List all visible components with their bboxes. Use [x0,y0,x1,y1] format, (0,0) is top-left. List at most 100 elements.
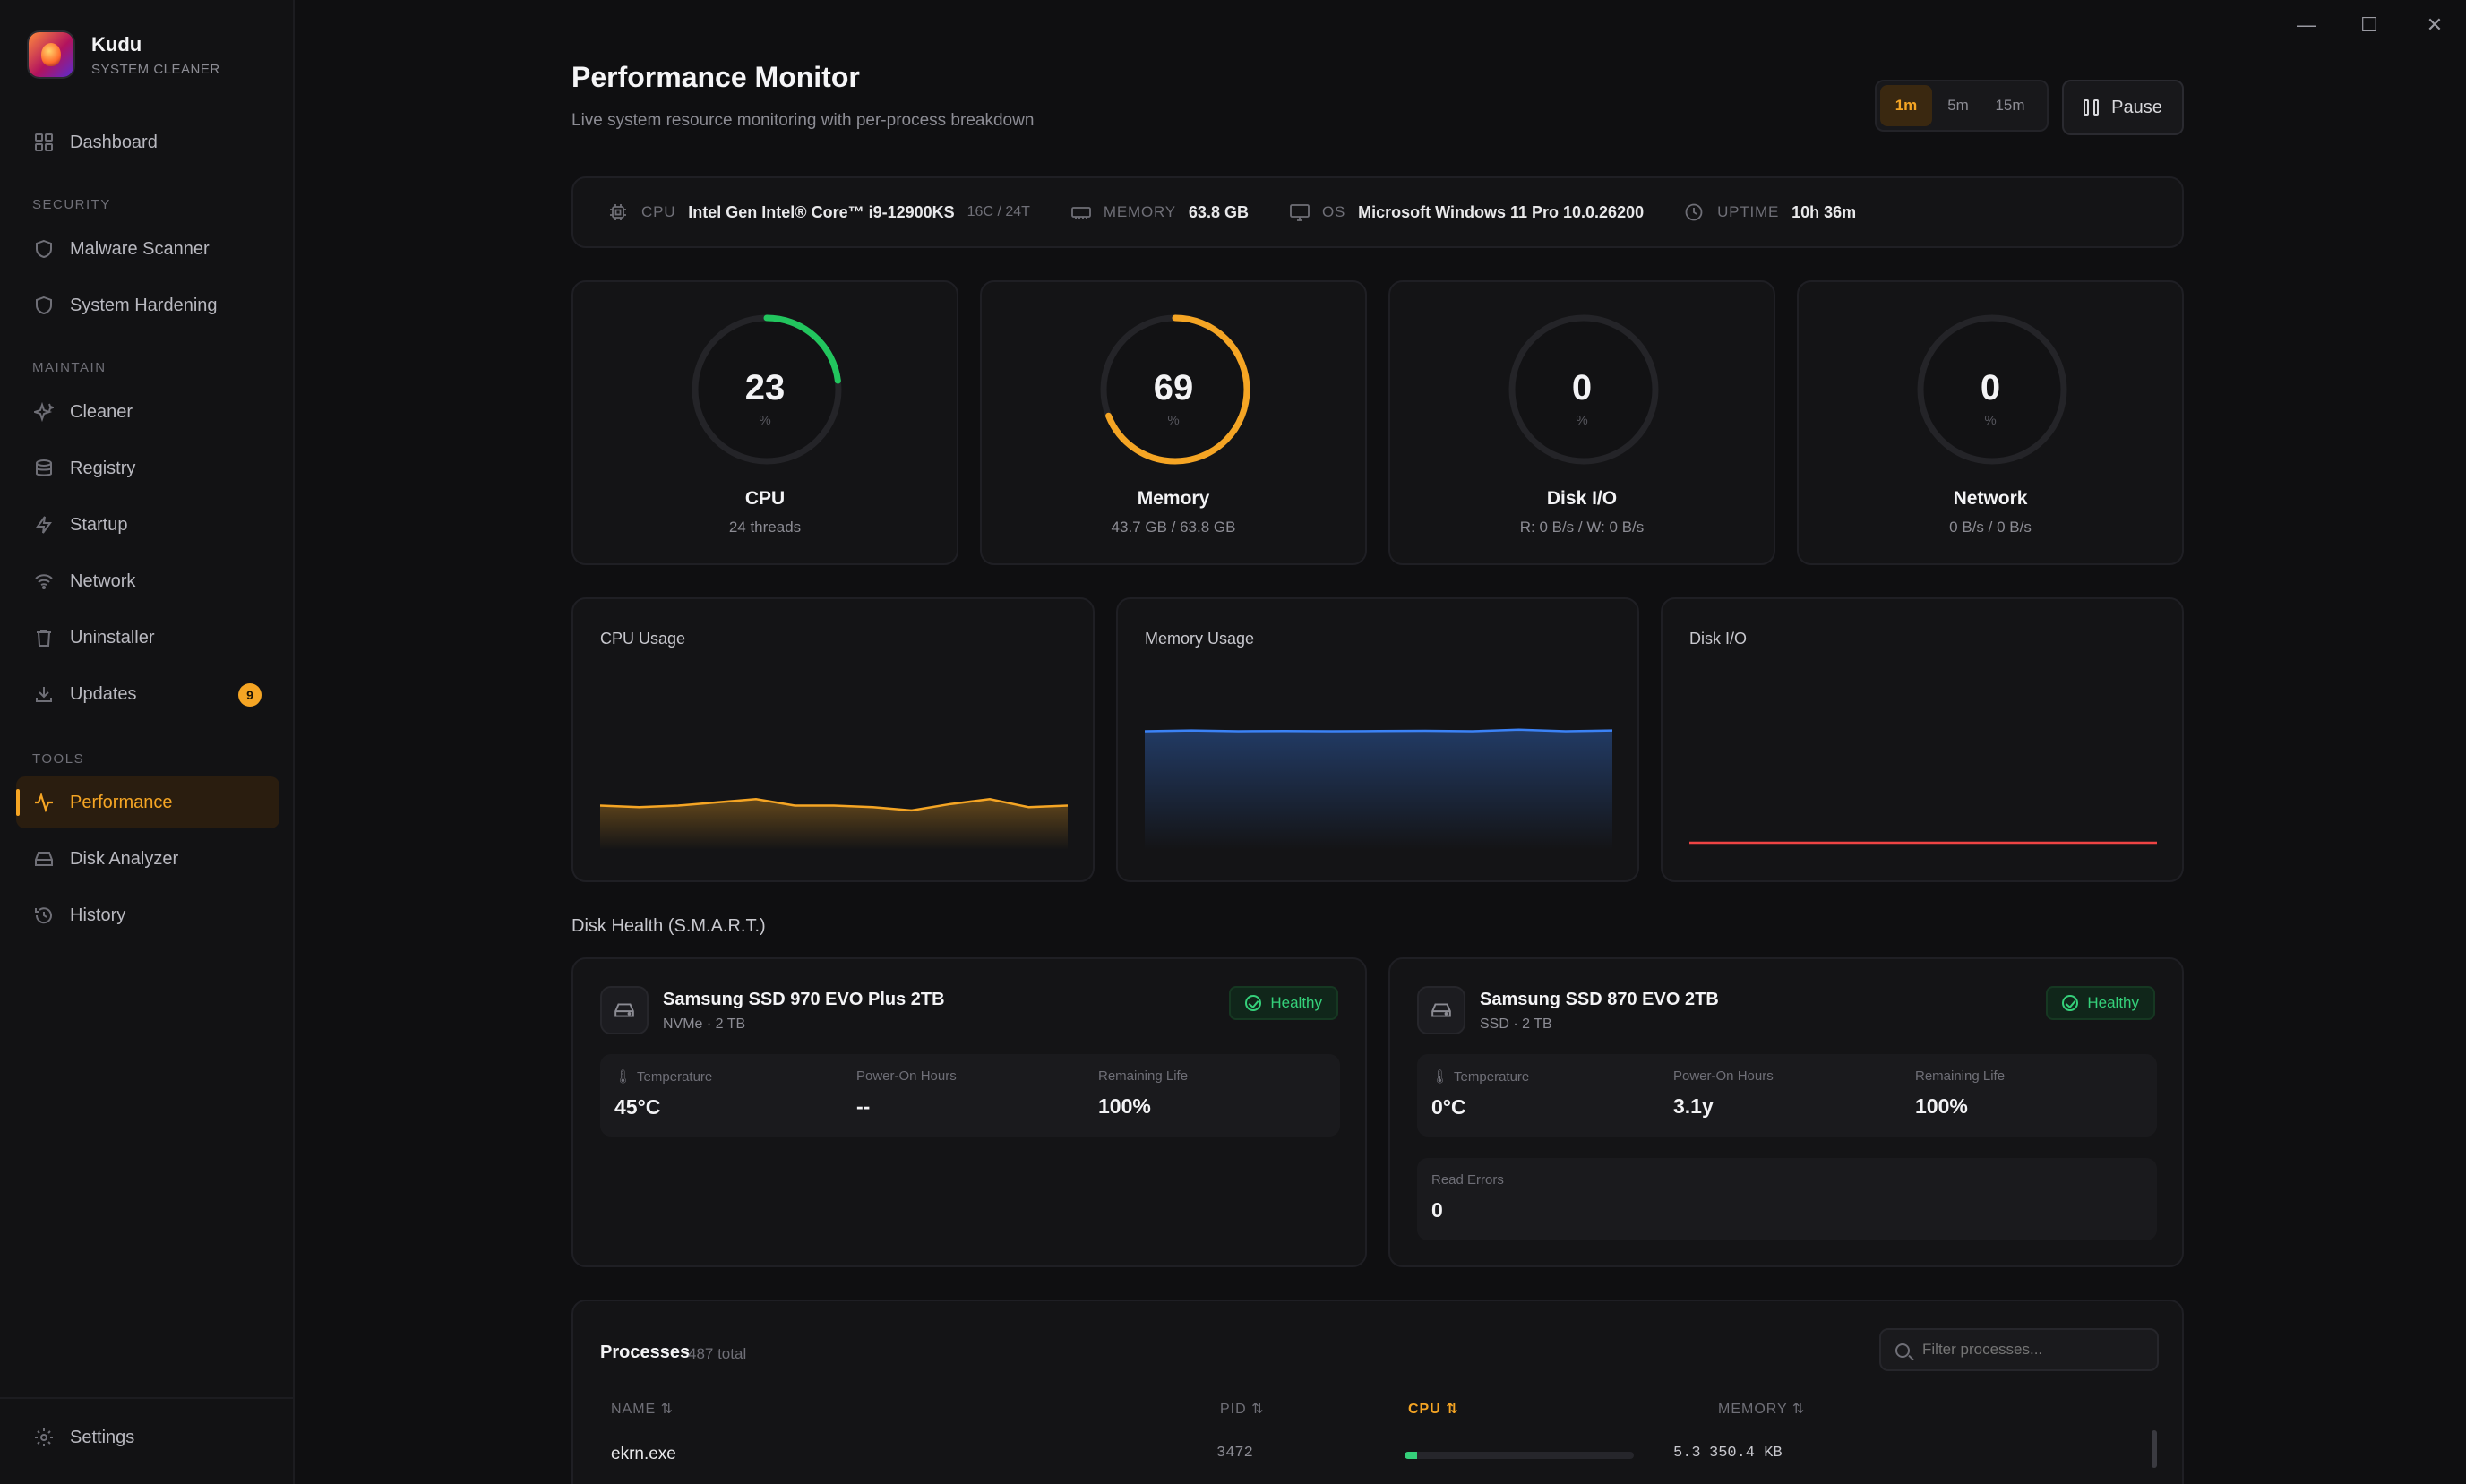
hard-drive-icon [1417,986,1465,1034]
sidebar-item-label: Cleaner [70,401,133,422]
disk-type: NVMe · 2 TB [663,1016,746,1032]
disk-io-gauge [1508,314,1659,465]
sidebar-item-label: History [70,905,126,925]
updates-count-badge: 9 [238,683,262,707]
pause-label: Pause [2111,97,2162,117]
page-title: Performance Monitor [571,61,860,93]
network-gauge [1917,314,2067,465]
system-info-bar: CPU Intel Gen Intel® Core™ i9-12900KS 16… [571,176,2184,248]
close-button[interactable]: ✕ [2426,13,2444,36]
brand: Kudu SYSTEM CLEANER [29,32,220,77]
sidebar-item-system-hardening[interactable]: System Hardening [16,279,279,331]
sidebar-item-history[interactable]: History [16,889,279,941]
disk-io-chart-card: Disk I/O [1661,597,2184,882]
database-icon [32,457,56,480]
thermometer-icon: 🌡 [1431,1069,1449,1085]
range-1m-button[interactable]: 1m [1880,85,1932,126]
download-icon [32,682,56,706]
sidebar-item-dashboard[interactable]: Dashboard [16,116,279,168]
temperature-metric: 🌡 Temperature 0°C [1431,1068,1530,1119]
sidebar-item-malware-scanner[interactable]: Malware Scanner [16,223,279,275]
disk-card: Samsung SSD 970 EVO Plus 2TB NVMe · 2 TB… [571,957,1367,1267]
memory-gauge-card: 69 % Memory 43.7 GB / 63.8 GB [980,280,1367,565]
system-memory: MEMORY 63.8 GB [1071,202,1249,222]
shield-icon [32,237,56,261]
hard-drive-icon [600,986,649,1034]
network-gauge-card: 0 % Network 0 B/s / 0 B/s [1797,280,2184,565]
app-name: Kudu [91,32,142,56]
processes-count: 487 total [688,1345,747,1362]
system-cpu: CPU Intel Gen Intel® Core™ i9-12900KS 16… [609,202,1030,222]
column-header-pid[interactable]: PID ⇅ [1220,1402,1265,1417]
remaining-life-metric: Remaining Life 100% [1098,1068,1189,1118]
pause-icon [2084,99,2100,116]
memory-gauge-detail: 43.7 GB / 63.8 GB [1111,519,1236,536]
process-pid: 3472 [1216,1445,1253,1462]
disk-io-gauge-label: Disk I/O [1546,488,1618,509]
activity-icon [32,791,56,814]
scrollbar[interactable] [2152,1430,2157,1468]
cpu-gauge [692,314,842,465]
grid-icon [32,131,56,154]
sidebar-item-label: Performance [70,792,173,812]
column-header-memory[interactable]: MEMORY ⇅ [1718,1402,1806,1417]
sidebar-item-label: Disk Analyzer [70,848,179,869]
check-circle-icon [2062,995,2079,1011]
process-name: ekrn.exe [611,1445,676,1463]
maximize-button[interactable]: ☐ [2360,13,2378,36]
sidebar: Kudu SYSTEM CLEANER Dashboard SECURITY M… [0,0,295,1484]
column-header-name[interactable]: NAME ⇅ [611,1402,674,1417]
pause-button[interactable]: Pause [2062,80,2184,135]
disk-card: Samsung SSD 870 EVO 2TB SSD · 2 TB Healt… [1388,957,2184,1267]
chip-icon [609,202,629,222]
system-os: OS Microsoft Windows 11 Pro 10.0.26200 [1290,202,1644,222]
sidebar-item-startup[interactable]: Startup [16,499,279,551]
disk-io-gauge-value: 0 [1571,368,1593,407]
hard-drive-icon [32,847,56,871]
remaining-life-metric: Remaining Life 100% [1915,1068,2006,1118]
disk-metrics: 🌡 Temperature 45°C Power-On Hours -- Rema… [600,1054,1340,1137]
memory-gauge-label: Memory [1137,488,1210,509]
series-line [600,798,1068,812]
thermometer-icon: 🌡 [614,1069,632,1085]
sidebar-item-cleaner[interactable]: Cleaner [16,386,279,438]
sidebar-item-disk-analyzer[interactable]: Disk Analyzer [16,833,279,885]
sidebar-item-network[interactable]: Network [16,555,279,607]
clock-icon [1685,202,1705,222]
series-area [600,799,1068,850]
sidebar-item-updates[interactable]: Updates 9 [16,668,279,720]
range-5m-button[interactable]: 5m [1947,97,1969,114]
page-subtitle: Live system resource monitoring with per… [571,111,1035,130]
filter-processes-input[interactable] [1879,1328,2159,1371]
monitor-icon [1290,202,1310,222]
gauge-arc [1100,314,1250,465]
sidebar-item-label: Network [70,570,136,591]
sidebar-item-registry[interactable]: Registry [16,442,279,494]
cpu-usage-bar [1405,1452,1634,1459]
sidebar-item-settings[interactable]: Settings [16,1411,279,1463]
sidebar-item-label: Settings [70,1427,135,1447]
sidebar-item-uninstaller[interactable]: Uninstaller [16,612,279,664]
sidebar-item-label: Startup [70,514,128,535]
disk-health-title: Disk Health (S.M.A.R.T.) [571,916,766,936]
range-15m-button[interactable]: 15m [1995,97,2025,114]
power-on-hours-metric: Power-On Hours -- [856,1068,957,1118]
section-tools: TOOLS [32,751,85,767]
sidebar-item-label: Registry [70,458,136,478]
column-header-cpu[interactable]: CPU ⇅ [1408,1402,1459,1417]
processes-panel: Processes 487 total NAME ⇅ PID ⇅ CPU ⇅ M… [571,1300,2184,1484]
cpu-gauge-detail: 24 threads [728,519,802,536]
minimize-button[interactable]: — [2297,13,2316,36]
disk-io-chart [1689,841,2157,845]
network-gauge-value: 0 [1980,368,2001,407]
sidebar-item-label: Uninstaller [70,627,155,648]
disk-metrics: 🌡 Temperature 0°C Power-On Hours 3.1y Rem… [1417,1054,2157,1137]
process-memory: 350.4 KB [1709,1445,1783,1462]
sidebar-footer [0,1397,295,1399]
wifi-icon [32,570,56,593]
temperature-metric: 🌡 Temperature 45°C [614,1068,713,1119]
sidebar-item-performance[interactable]: Performance [16,776,279,828]
memory-icon [1071,202,1091,222]
lightning-icon [32,513,56,536]
time-range-selector: 1m 5m 15m [1875,80,2049,132]
